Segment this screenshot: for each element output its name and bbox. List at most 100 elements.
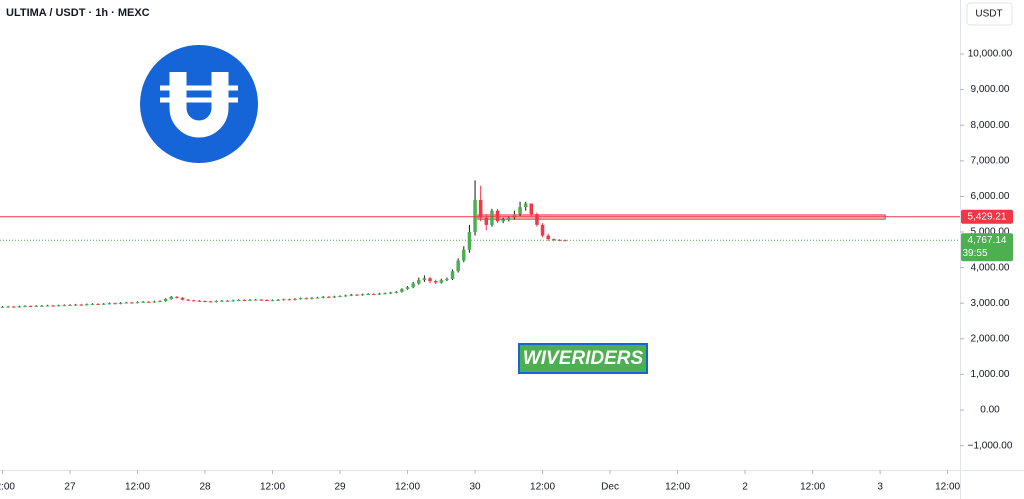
- price-label-box: [961, 209, 1013, 224]
- candle-body: [231, 300, 235, 302]
- y-tick-label: 4,000.00: [971, 262, 1010, 273]
- candle-body: [237, 300, 241, 302]
- candle-body: [383, 293, 387, 295]
- candle-body: [169, 296, 173, 299]
- candle-body: [428, 278, 432, 282]
- candle-body: [163, 298, 168, 302]
- x-tick-label: 30: [469, 482, 481, 493]
- x-tick-label: 12:00: [665, 482, 690, 493]
- candle-body: [304, 298, 309, 300]
- x-tick-label: 27: [64, 482, 76, 493]
- x-tick-label: 12:00: [260, 482, 285, 493]
- x-tick-label: 12:00: [125, 482, 150, 493]
- candle-body: [147, 301, 151, 303]
- candle-body: [51, 305, 55, 307]
- candle-body: [85, 304, 89, 306]
- candle-body: [270, 300, 275, 302]
- candle-body: [101, 303, 106, 305]
- candle-body: [298, 298, 303, 300]
- y-tick-label: 0.00: [980, 405, 1000, 416]
- candle-body: [282, 299, 286, 301]
- currency-box[interactable]: [966, 2, 1013, 26]
- y-tick-label: 10,000.00: [968, 49, 1013, 60]
- candle-body: [411, 283, 415, 288]
- y-tick-label: 2,000.00: [971, 333, 1010, 344]
- candle-body: [490, 210, 494, 225]
- chart-title: ULTIMA / USDT · 1h · MEXC: [6, 7, 150, 19]
- price-label-box: [961, 233, 1013, 262]
- x-tick-label: 12:00: [935, 482, 960, 493]
- candle-body: [512, 214, 517, 218]
- candle-body: [518, 207, 522, 215]
- candle-body: [180, 297, 185, 300]
- candle-body: [377, 293, 382, 295]
- candle-body: [315, 297, 320, 299]
- candle-body: [62, 305, 67, 307]
- x-tick-label: 12:00: [395, 482, 420, 493]
- price-label: 4,767.14: [968, 235, 1007, 246]
- x-tick-label: 28: [199, 482, 211, 493]
- candle-body: [192, 300, 196, 302]
- y-tick-label: −1,000.00: [968, 440, 1013, 451]
- candle-body: [439, 280, 444, 283]
- y-tick-label: 5,000.00: [971, 227, 1010, 238]
- candle-body: [507, 217, 511, 220]
- candle-body: [467, 232, 472, 250]
- candle-body: [203, 301, 207, 303]
- candle-body: [557, 239, 562, 241]
- candle-body: [34, 305, 38, 307]
- candle-body: [225, 300, 230, 302]
- candle-body: [343, 295, 348, 297]
- candle-body: [248, 299, 252, 301]
- candle-body: [17, 306, 22, 308]
- candle-body: [293, 298, 297, 300]
- candle-body: [355, 294, 359, 296]
- candle-body: [79, 304, 83, 306]
- candle-body: [90, 303, 95, 305]
- x-tick-label: 3: [877, 482, 883, 493]
- candle-body: [462, 249, 466, 261]
- candle-body: [276, 299, 280, 301]
- candle-body: [118, 302, 123, 304]
- x-tick-label: 2: [742, 482, 748, 493]
- candle-body: [433, 281, 438, 283]
- candle-body: [11, 306, 16, 308]
- candle-body: [124, 302, 128, 304]
- y-tick-label: 8,000.00: [971, 120, 1010, 131]
- candle-body: [321, 296, 325, 298]
- candle-body: [349, 294, 354, 296]
- candle-body: [107, 303, 112, 305]
- x-tick-label: 12:00: [800, 482, 825, 493]
- candle-body: [45, 305, 50, 307]
- countdown: 39:55: [962, 248, 987, 259]
- candle-body: [338, 296, 342, 298]
- candle-body: [130, 302, 134, 304]
- candle-body: [175, 296, 179, 298]
- candle-body: [73, 304, 78, 306]
- candle-body: [113, 303, 117, 305]
- candle-body: [327, 296, 331, 298]
- candle-body: [158, 301, 162, 303]
- y-tick-label: 1,000.00: [971, 369, 1010, 380]
- candle-body: [141, 301, 145, 303]
- candle-body: [152, 301, 157, 303]
- candle-body: [208, 301, 213, 303]
- candle-body: [400, 288, 404, 292]
- candle-body: [332, 296, 337, 298]
- candle-body: [253, 299, 258, 301]
- x-tick-label: 29: [334, 482, 346, 493]
- watermark: WIVERIDERS: [523, 348, 644, 369]
- candle-body: [197, 300, 202, 302]
- candle-body: [535, 214, 539, 225]
- candle-body: [28, 306, 33, 308]
- candle-body: [422, 278, 427, 281]
- candle-body: [394, 291, 399, 293]
- x-tick-label: Dec: [601, 482, 619, 493]
- candle-body: [540, 224, 545, 236]
- candle-body: [360, 294, 365, 296]
- watermark-badge: WIVERIDERS: [518, 343, 648, 374]
- plot: [0, 180, 886, 308]
- candle-body: [546, 235, 550, 240]
- candle-body: [552, 239, 556, 241]
- x-tick-label: 12:00: [0, 482, 15, 493]
